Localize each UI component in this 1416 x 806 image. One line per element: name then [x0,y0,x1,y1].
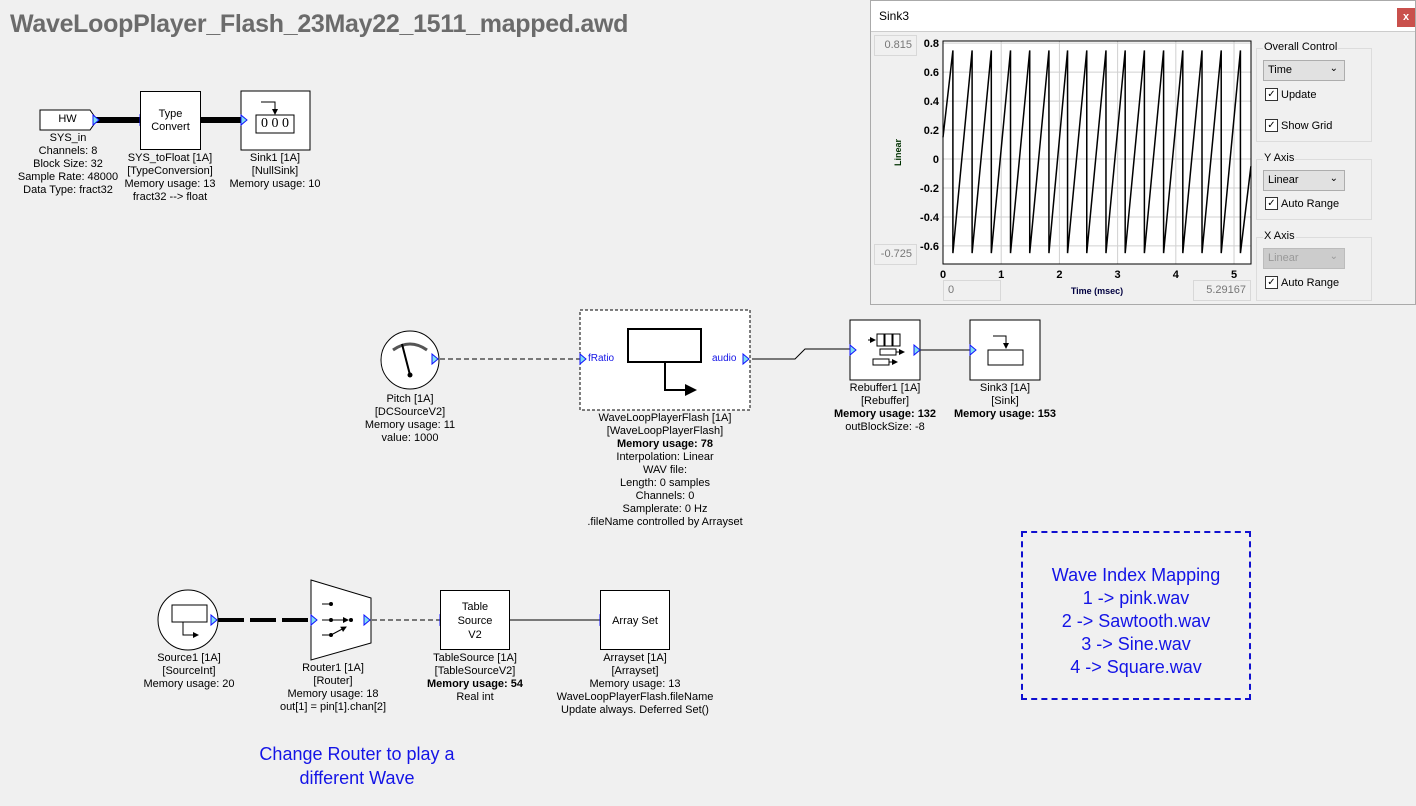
group-label: Overall Control [1263,41,1339,53]
update-checkbox[interactable]: ✓ Update [1265,88,1316,101]
sink3-scope-window[interactable]: Sink3 x 0.815 -0.725 0 5.29167 0 1 2 3 4 5 0.8… [870,0,1416,305]
source1-label: Source1 [1A] [SourceInt] Memory usage: 20 [143,652,235,690]
overall-mode-select[interactable]: Time ⌄ [1263,60,1345,81]
plot-frame [942,40,1252,265]
chevron-down-icon: ⌄ [1329,63,1338,74]
rebuffer-label: Rebuffer1 [1A] [Rebuffer] Memory usage: 13… [833,382,937,433]
waveloop-label: WaveLoopPlayerFlash [1A] [WaveLoopPlayerF… [587,412,743,528]
source1-block[interactable] [157,589,219,651]
y-axis-scale-select[interactable]: Linear ⌄ [1263,170,1345,191]
y-tick-label: 0.4 [924,96,940,108]
x-tick-label: 0 [940,269,946,281]
block-icon-text: Type [158,108,183,120]
y-tick-label: 0 [933,154,939,166]
router-hint-text: Change Router to play a different Wave [259,744,455,788]
waveloop-player-block[interactable] [579,309,751,411]
y-tick-label: -0.2 [920,183,939,195]
y-tick-label: -0.4 [920,212,940,224]
x-axis-group: X Axis Linear ⌄ ✓ Auto Range [1256,230,1372,301]
x-tick-label: 2 [1056,269,1062,281]
signal-line [942,50,1252,254]
chevron-down-icon: ⌄ [1329,251,1338,262]
y-tick-label: -0.6 [920,241,939,253]
y-axis-group: Y Axis Linear ⌄ ✓ Auto Range [1256,152,1372,220]
sys-in-icon-text: HW [58,113,77,125]
checkmark-icon: ✓ [1265,119,1278,132]
x-axis-scale-select: Linear ⌄ [1263,248,1345,269]
diagram-title: WaveLoopPlayer_Flash_23May22_1511_mapped… [10,10,629,38]
window-title-bar[interactable]: Sink3 x [871,1,1415,32]
x-min-field[interactable]: 0 [943,280,1001,301]
overall-control-group: Overall Control Time ⌄ ✓ Update ✓ Show Grid [1256,41,1372,142]
x-tick-label: 5 [1231,269,1237,281]
block-icon-text: Table [461,601,489,613]
x-tick-label: 1 [998,269,1004,281]
y-max-field[interactable]: 0.815 [874,35,917,56]
checkmark-icon: ✓ [1265,276,1278,289]
checkmark-icon: ✓ [1265,88,1278,101]
x-axis-label: Time (msec) [1071,286,1123,296]
window-title: Sink3 [879,9,910,23]
wave-index-mapping-note[interactable]: Wave Index Mapping 1 -> pink.wav 2 -> Sawt… [1021,531,1251,700]
y-tick-label: 0.6 [924,67,939,79]
checkmark-icon: ✓ [1265,197,1278,210]
y-auto-range-checkbox[interactable]: ✓ Auto Range [1265,197,1339,210]
sink1-block[interactable] [240,90,311,151]
arrayset-block[interactable]: Array Set [600,590,670,650]
sys-tofloat-label: SYS_toFloat [1A] [TypeConversion] Memory u… [124,152,216,203]
y-tick-label: 0.8 [924,38,939,50]
block-icon-text: V2 [468,629,482,641]
pin-label-audio: audio [712,353,737,364]
sys-in-label: SYS_in Channels: 8 Block Size: 32 Sample Ra… [17,132,119,196]
pins [92,113,977,627]
group-label: X Axis [1263,230,1296,242]
y-min-field[interactable]: -0.725 [874,244,917,265]
y-axis-label: Linear [893,139,903,167]
pitch-block[interactable] [380,330,440,390]
sink1-counter-text: 0 0 0 [261,116,289,131]
router1-block[interactable] [310,579,372,661]
sink1-label: Sink1 [1A] [NullSink] Memory usage: 10 [229,152,321,190]
close-button[interactable]: x [1397,8,1415,27]
sink3-label: Sink3 [1A] [Sink] Memory usage: 153 [953,382,1057,420]
show-grid-checkbox[interactable]: ✓ Show Grid [1265,119,1332,132]
wire-waveloop-rebuffer[interactable] [752,348,850,360]
x-tick-label: 3 [1115,269,1121,281]
router1-label: Router1 [1A] [Router] Memory usage: 18 out[… [279,662,387,713]
chevron-down-icon: ⌄ [1329,173,1338,184]
y-tick-label: 0.2 [924,125,939,137]
rebuffer-block[interactable] [849,319,921,381]
pitch-label: Pitch [1A] [DCSourceV2] Memory usage: 11 va… [364,393,456,444]
block-icon-text: Source [457,615,493,627]
type-convert-block[interactable]: Type Convert [140,91,201,150]
x-tick-label: 4 [1173,269,1180,281]
tablesource-label: TableSource [1A] [TableSourceV2] Memory us… [427,652,523,703]
block-icon-text: Array Set [612,615,658,627]
pin-label-fratio: fRatio [588,353,615,364]
group-label: Y Axis [1263,152,1296,164]
x-auto-range-checkbox[interactable]: ✓ Auto Range [1265,276,1339,289]
tablesource-block[interactable]: Table Source V2 [440,590,510,650]
x-max-field[interactable]: 5.29167 [1193,280,1251,301]
arrayset-label: Arrayset [1A] [Arrayset] Memory usage: 13 W… [556,652,714,716]
sink3-block[interactable] [969,319,1041,381]
block-icon-text: Convert [151,121,190,133]
